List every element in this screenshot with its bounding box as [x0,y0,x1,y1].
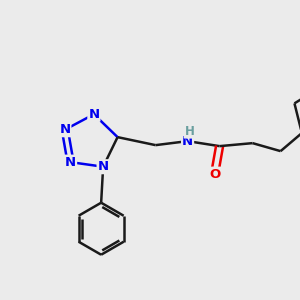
Text: N: N [88,108,100,121]
Text: H: H [184,124,194,138]
Text: O: O [209,168,220,181]
Text: N: N [98,160,109,173]
Text: N: N [59,123,70,136]
Text: N: N [182,135,193,148]
Text: N: N [65,156,76,169]
